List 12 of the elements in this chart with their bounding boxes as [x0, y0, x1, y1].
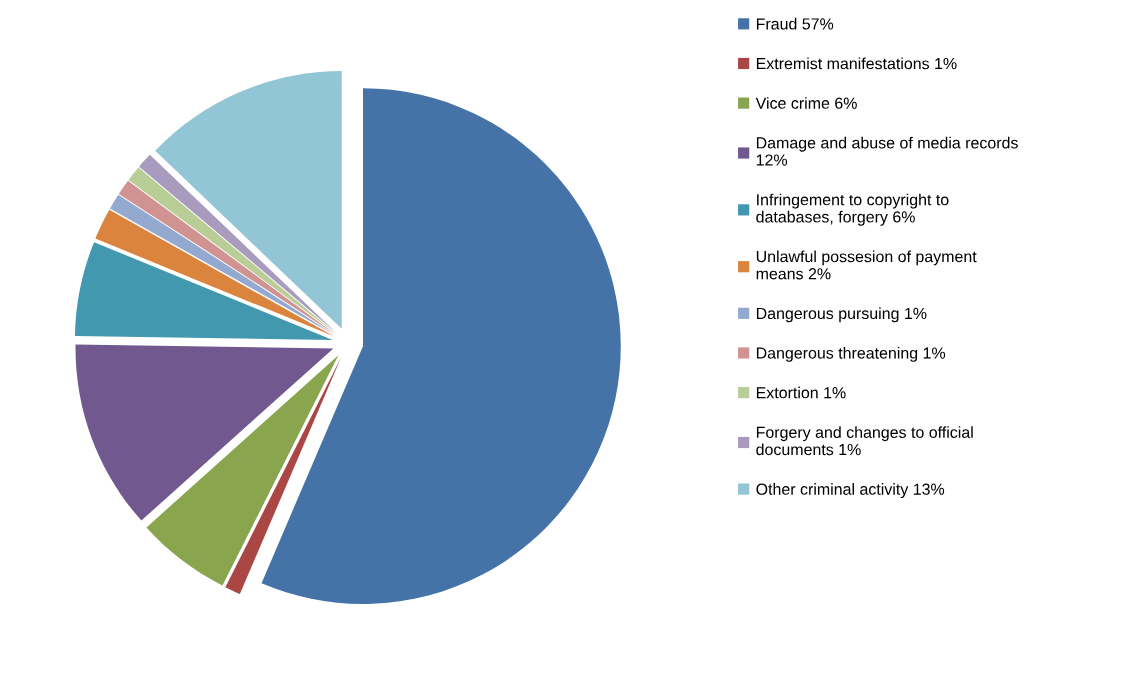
legend-label: Dangerous threatening 1% [756, 346, 946, 362]
legend-label: Unlawful possesion of payment means 2% [756, 250, 977, 280]
legend-label: Dangerous pursuing 1% [756, 307, 927, 323]
legend-label: Damage and abuse of media records [756, 136, 1018, 152]
data-label: 12% [756, 154, 788, 166]
legend-label: Fraud 57% [756, 17, 834, 30]
legend-label: Infringement to copyright to databases, forgery 6% [756, 193, 949, 226]
legend-label: Other criminal activity 13% [756, 483, 945, 499]
legend-label: Forgery and changes to official documents 1% [756, 426, 973, 456]
legend-label: Extremist manifestations 1% [756, 57, 957, 70]
legend-label: Extortion 1% [756, 386, 846, 399]
legend-label: Vice crime 6% [755, 97, 857, 109]
